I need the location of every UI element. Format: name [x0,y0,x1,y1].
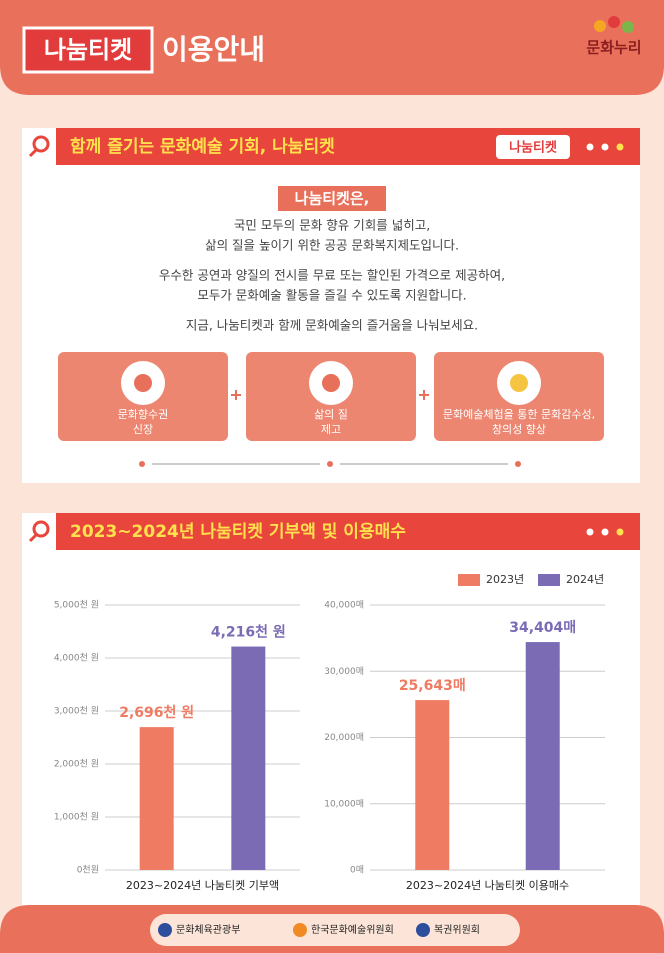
footer-strip [150,914,520,946]
paragraph-line: 국민 모두의 문화 향유 기회를 넓히고, [234,218,430,233]
search-icon [32,135,50,153]
org-icon [416,923,430,937]
intro-label: 나눔티켓은, [295,190,370,208]
paragraph-line: 우수한 공연과 양질의 전시를 무료 또는 할인된 가격으로 제공하여, [159,268,505,283]
feature-icon-mark [322,374,340,392]
dot [586,143,594,151]
paragraph-line: 지금, 나눔티켓과 함께 문화예술의 즐거움을 나눠보세요. [186,318,478,333]
header-title: 이용안내 [162,33,265,66]
y-tick-label: 0천원 [77,865,99,876]
brand-dot [594,20,606,32]
search-icon-bg [22,128,56,165]
dot [616,528,624,536]
badge: 나눔티켓 [509,140,557,156]
org-icon [158,923,172,937]
value-label: 34,404매 [509,620,576,636]
feature-text: 창의성 향상 [492,423,546,436]
search-icon-bg [22,513,56,550]
feature-text: 문화향수권 [118,408,169,421]
timeline-dot [515,461,521,467]
value-label: 25,643매 [399,678,466,694]
timeline-dot [139,461,145,467]
feature-icon-mark [134,374,152,392]
y-tick-label: 1,000천 원 [54,812,99,823]
logo-box [22,26,154,74]
dot [601,528,609,536]
paragraph-line: 삶의 질을 높이기 위한 공공 문화복지제도입니다. [205,238,459,253]
feature-text: 신장 [133,423,153,436]
value-label: 2,696천 원 [119,705,194,721]
x-axis-label: 2023~2024년 나눔티켓 기부액 [126,879,279,892]
search-icon [28,533,38,543]
header-band [0,0,664,95]
legend-label: 2024년 [566,573,604,586]
bar [415,700,450,870]
value-label: 4,216천 원 [211,625,286,641]
brand: 문화누리 [586,39,641,57]
y-tick-label: 30,000매 [324,666,364,677]
feature-icon-mark [510,374,528,392]
logo: 나눔티켓 [44,36,132,64]
legend-swatch [538,574,560,586]
search-icon [32,520,50,538]
dot [601,143,609,151]
brand-dot [622,21,634,33]
y-tick-label: 4,000천 원 [54,653,99,664]
org-name: 문화체육관광부 [176,924,240,936]
org-name: 한국문화예술위원회 [311,923,394,936]
bar [525,642,560,870]
search-icon [28,148,38,158]
brand-dot [608,16,620,28]
y-tick-label: 5,000천 원 [54,600,99,611]
x-axis-label: 2023~2024년 나눔티켓 이용매수 [406,879,569,892]
timeline-dot [327,461,333,467]
bar [231,646,266,870]
y-tick-label: 2,000천 원 [54,759,99,770]
y-tick-label: 0매 [350,865,364,876]
section-title: 함께 즐기는 문화예술 기회, 나눔티켓 [70,136,335,157]
y-tick-label: 10,000매 [324,798,364,809]
legend-label: 2023년 [486,573,524,586]
dot [586,528,594,536]
dot [616,143,624,151]
y-tick-label: 3,000천 원 [54,706,99,717]
section-title: 2023~2024년 나눔티켓 기부액 및 이용매수 [70,522,406,542]
feature-text: 제고 [321,423,341,436]
badge-bg [496,135,570,159]
paragraph-line: 모두가 문화예술 활동을 즐길 수 있도록 지원합니다. [197,288,466,303]
feature-text: 문화예술체험을 통한 문화감수성, [443,408,595,421]
org-icon [293,923,307,937]
title-bar [22,513,640,550]
y-tick-label: 20,000매 [324,732,364,743]
bar [139,727,174,870]
label-box [278,186,386,211]
feature-text: 삶의 질 [314,408,348,421]
y-tick-label: 40,000매 [324,600,364,611]
org-name: 복권위원회 [434,923,480,936]
legend-swatch [458,574,480,586]
